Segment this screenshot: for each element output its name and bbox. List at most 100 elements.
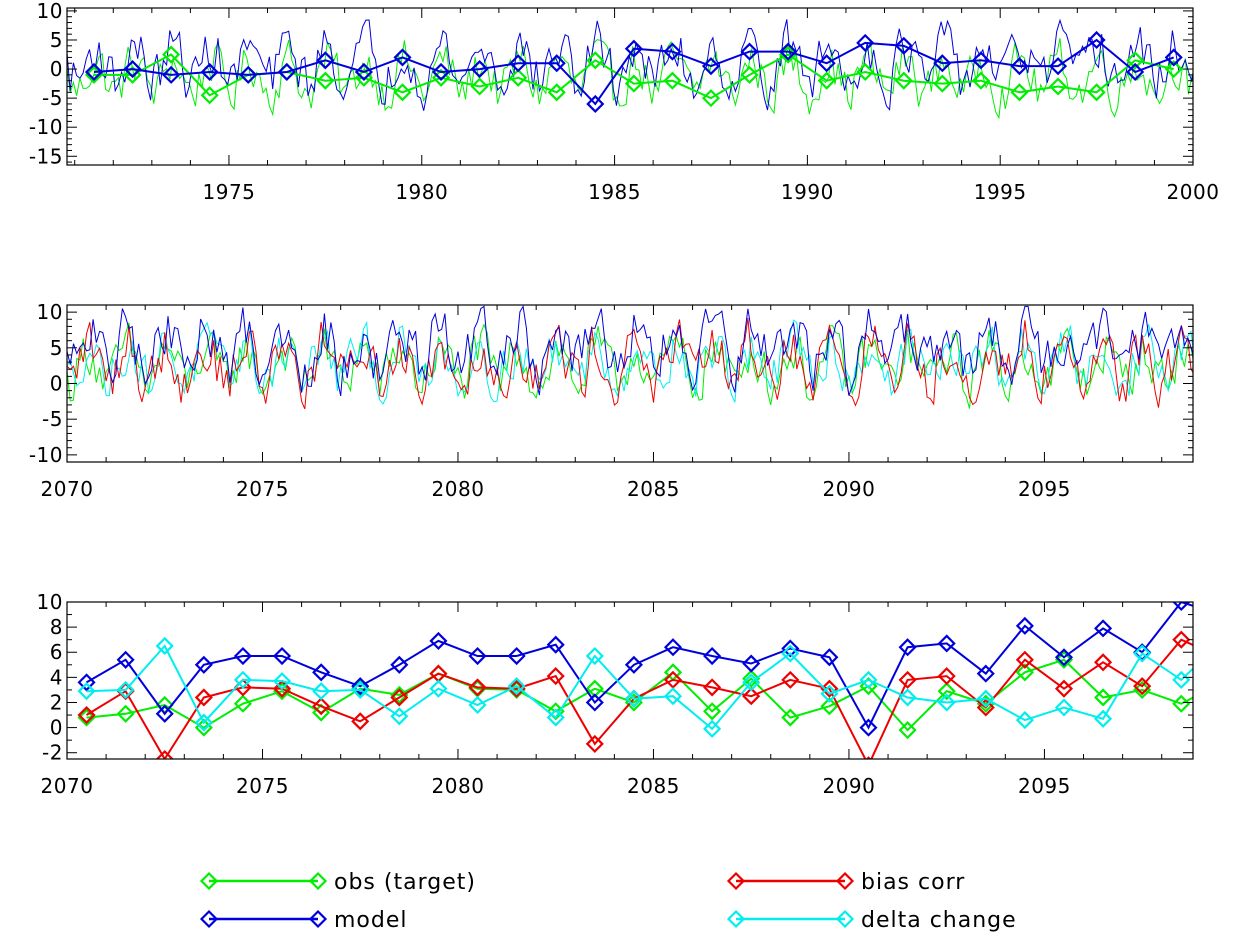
data-point-model	[239, 65, 258, 84]
data-point-obs	[1164, 59, 1183, 79]
data-point-obs	[1094, 688, 1113, 707]
data-point-model	[898, 638, 917, 657]
data-point-bias-corr	[976, 698, 995, 717]
data-point-model	[742, 654, 761, 673]
data-point-bias-corr	[1094, 653, 1113, 672]
data-point-delta-change	[312, 682, 331, 701]
data-point-model	[817, 54, 836, 73]
legend-entry-delta-change: delta change	[726, 908, 1017, 933]
y-tick-label: 10	[37, 0, 63, 23]
legend-swatch-delta-change	[726, 909, 855, 929]
data-point-delta-change	[976, 689, 995, 708]
data-point-obs	[1054, 650, 1074, 669]
data-point-model	[470, 59, 489, 79]
data-point-bias-corr	[507, 679, 526, 698]
data-point-obs	[740, 65, 759, 84]
data-point-model	[781, 639, 800, 658]
y-tick-label: 0	[50, 716, 63, 740]
data-point-model	[351, 677, 370, 696]
data-point-model	[509, 54, 528, 73]
data-point-bias-corr	[1054, 679, 1074, 698]
data-point-model	[233, 646, 252, 666]
data-point-model	[663, 638, 683, 657]
data-point-obs	[820, 697, 839, 716]
data-point-obs	[781, 708, 800, 727]
data-point-model	[390, 655, 409, 674]
data-point-bias-corr	[155, 749, 174, 759]
monthly-line-delta-change	[67, 319, 1193, 405]
data-point-bias-corr	[1015, 650, 1034, 669]
data-point-obs	[898, 721, 917, 740]
x-tick-label: 2090	[822, 477, 875, 501]
legend-marker	[726, 871, 746, 891]
series-line-model	[93, 38, 1175, 106]
data-point-model	[856, 33, 875, 52]
data-point-delta-change	[1213, 635, 1228, 650]
y-tick-label: -15	[29, 144, 63, 168]
monthly-line-model	[67, 305, 1193, 397]
data-point-obs	[1010, 83, 1029, 102]
data-point-obs	[316, 71, 335, 90]
data-point-bias-corr	[703, 678, 722, 697]
data-point-delta-change	[1054, 698, 1074, 717]
y-tick-label: -10	[29, 115, 63, 139]
x-tick-label: 1990	[781, 180, 834, 204]
data-point-model	[1213, 607, 1228, 622]
x-tick-label: 2070	[41, 477, 94, 501]
data-point-delta-change	[77, 682, 96, 701]
data-point-obs	[547, 83, 566, 102]
data-point-model	[546, 635, 565, 654]
data-point-model	[272, 646, 292, 666]
data-point-model	[894, 36, 913, 55]
y-tick-label: 0	[50, 372, 63, 396]
data-point-model	[194, 655, 213, 674]
data-point-model	[123, 59, 142, 79]
data-point-model	[937, 634, 956, 653]
data-point-model	[663, 42, 682, 61]
data-point-model	[624, 39, 643, 58]
y-tick-label: -5	[42, 407, 63, 431]
data-point-model	[312, 663, 331, 682]
data-point-delta-change	[116, 680, 135, 699]
plot-area	[67, 305, 1193, 410]
data-point-model	[1126, 62, 1145, 82]
data-point-obs	[856, 62, 875, 82]
data-point-model	[585, 693, 604, 712]
data-point-obs	[703, 702, 722, 721]
data-point-obs	[1015, 663, 1034, 682]
y-tick-label: -5	[42, 86, 63, 110]
legend-label-obs: obs (target)	[334, 870, 476, 895]
legend-swatch-obs	[199, 871, 328, 891]
data-point-model	[316, 51, 335, 70]
data-point-model	[1015, 616, 1034, 635]
data-point-model	[277, 62, 296, 82]
data-point-model	[431, 62, 451, 82]
data-point-bias-corr	[742, 687, 761, 706]
x-tick-label: 2070	[41, 774, 94, 798]
data-point-model	[547, 54, 566, 73]
legend-marker	[835, 909, 855, 929]
data-point-delta-change	[351, 680, 370, 699]
legend-entry-model: model	[199, 908, 407, 933]
data-point-model	[507, 646, 526, 666]
data-point-obs	[470, 77, 489, 96]
data-point-delta-change	[781, 644, 800, 663]
x-tick-label: 2075	[236, 477, 289, 501]
panel-historical: -15 -10 -5 0 5 10 1975 1980 1985 1990 1995 2000	[29, 0, 1219, 204]
legend-marker	[199, 909, 219, 929]
x-tick-label: 2095	[1018, 477, 1071, 501]
data-point-delta-change	[390, 707, 409, 726]
data-point-model	[393, 48, 412, 67]
data-point-bias-corr	[865, 756, 872, 759]
data-point-obs	[116, 704, 135, 723]
data-point-obs	[509, 68, 528, 87]
x-tick-label: 1995	[974, 180, 1027, 204]
data-point-obs	[937, 682, 956, 701]
y-tick-label: 10	[37, 300, 63, 324]
legend-label-delta-change: delta change	[861, 908, 1017, 933]
data-point-obs	[742, 669, 761, 688]
y-tick-label: 5	[50, 28, 63, 52]
legend-marker	[308, 871, 328, 891]
data-point-model	[84, 62, 104, 82]
